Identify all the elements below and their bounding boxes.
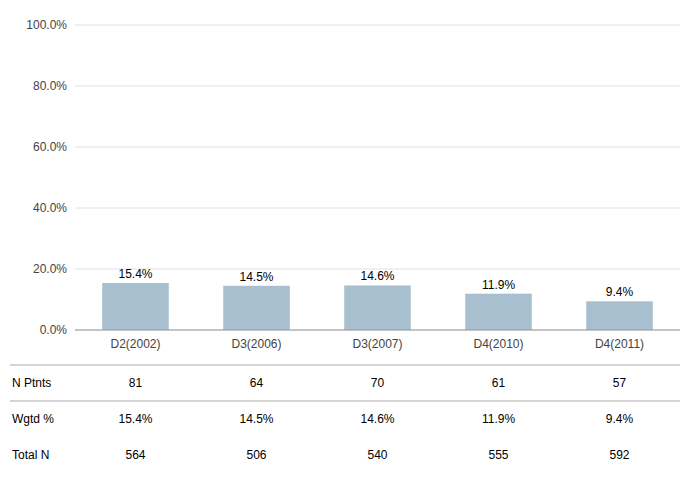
- table-cell: 540: [367, 448, 387, 462]
- bar: [344, 285, 411, 330]
- y-tick-label: 80.0%: [33, 79, 67, 93]
- x-tick-label: D2(2002): [110, 337, 160, 351]
- x-tick-label: D3(2006): [231, 337, 281, 351]
- y-tick-label: 60.0%: [33, 140, 67, 154]
- y-tick-label: 40.0%: [33, 201, 67, 215]
- data-label: 9.4%: [606, 285, 634, 299]
- x-tick-label: D3(2007): [352, 337, 402, 351]
- grid-line: [75, 25, 680, 26]
- data-label: 11.9%: [482, 278, 515, 292]
- y-tick-label: 0.0%: [40, 323, 68, 337]
- chart: 0.0% 20.0% 40.0% 60.0% 80.0% 100.0% 15.4% 14.5%…: [0, 0, 700, 500]
- table-cell: 64: [250, 376, 264, 390]
- y-tick-label: 20.0%: [33, 262, 67, 276]
- table-cell: 9.4%: [606, 412, 634, 426]
- bars: [102, 283, 653, 330]
- table-row-label: N Ptnts: [12, 376, 51, 390]
- bar: [102, 283, 169, 330]
- x-tick-label: D4(2011): [595, 337, 644, 351]
- table-cell: 70: [371, 376, 385, 390]
- table-rule: [10, 401, 680, 402]
- bar: [223, 286, 290, 330]
- grid: [75, 25, 680, 330]
- table-cell: 506: [246, 448, 266, 462]
- grid-line: [75, 86, 680, 87]
- grid-line: [75, 147, 680, 148]
- grid-line: [75, 330, 680, 331]
- y-tick-label: 100.0%: [26, 18, 67, 32]
- table-cell: 564: [125, 448, 145, 462]
- table-cell: 81: [129, 376, 143, 390]
- bar: [465, 294, 532, 330]
- table-row-label: Total N: [12, 448, 49, 462]
- x-tick-label: D4(2010): [473, 337, 523, 351]
- grid-line: [75, 208, 680, 209]
- data-label: 14.5%: [239, 270, 273, 284]
- x-axis: [75, 330, 680, 331]
- table-cell: 592: [609, 448, 629, 462]
- table-cell: 14.6%: [360, 412, 394, 426]
- data-label: 15.4%: [118, 267, 152, 281]
- table-cell: 14.5%: [239, 412, 273, 426]
- table-cell: 57: [613, 376, 627, 390]
- table-cell: 11.9%: [482, 412, 515, 426]
- table-row-label: Wgtd %: [12, 412, 54, 426]
- table-cell: 15.4%: [118, 412, 152, 426]
- table-cell: 61: [492, 376, 506, 390]
- table-rule: [10, 365, 680, 366]
- data-label: 14.6%: [360, 269, 394, 283]
- bar: [586, 301, 653, 330]
- table-cell: 555: [488, 448, 508, 462]
